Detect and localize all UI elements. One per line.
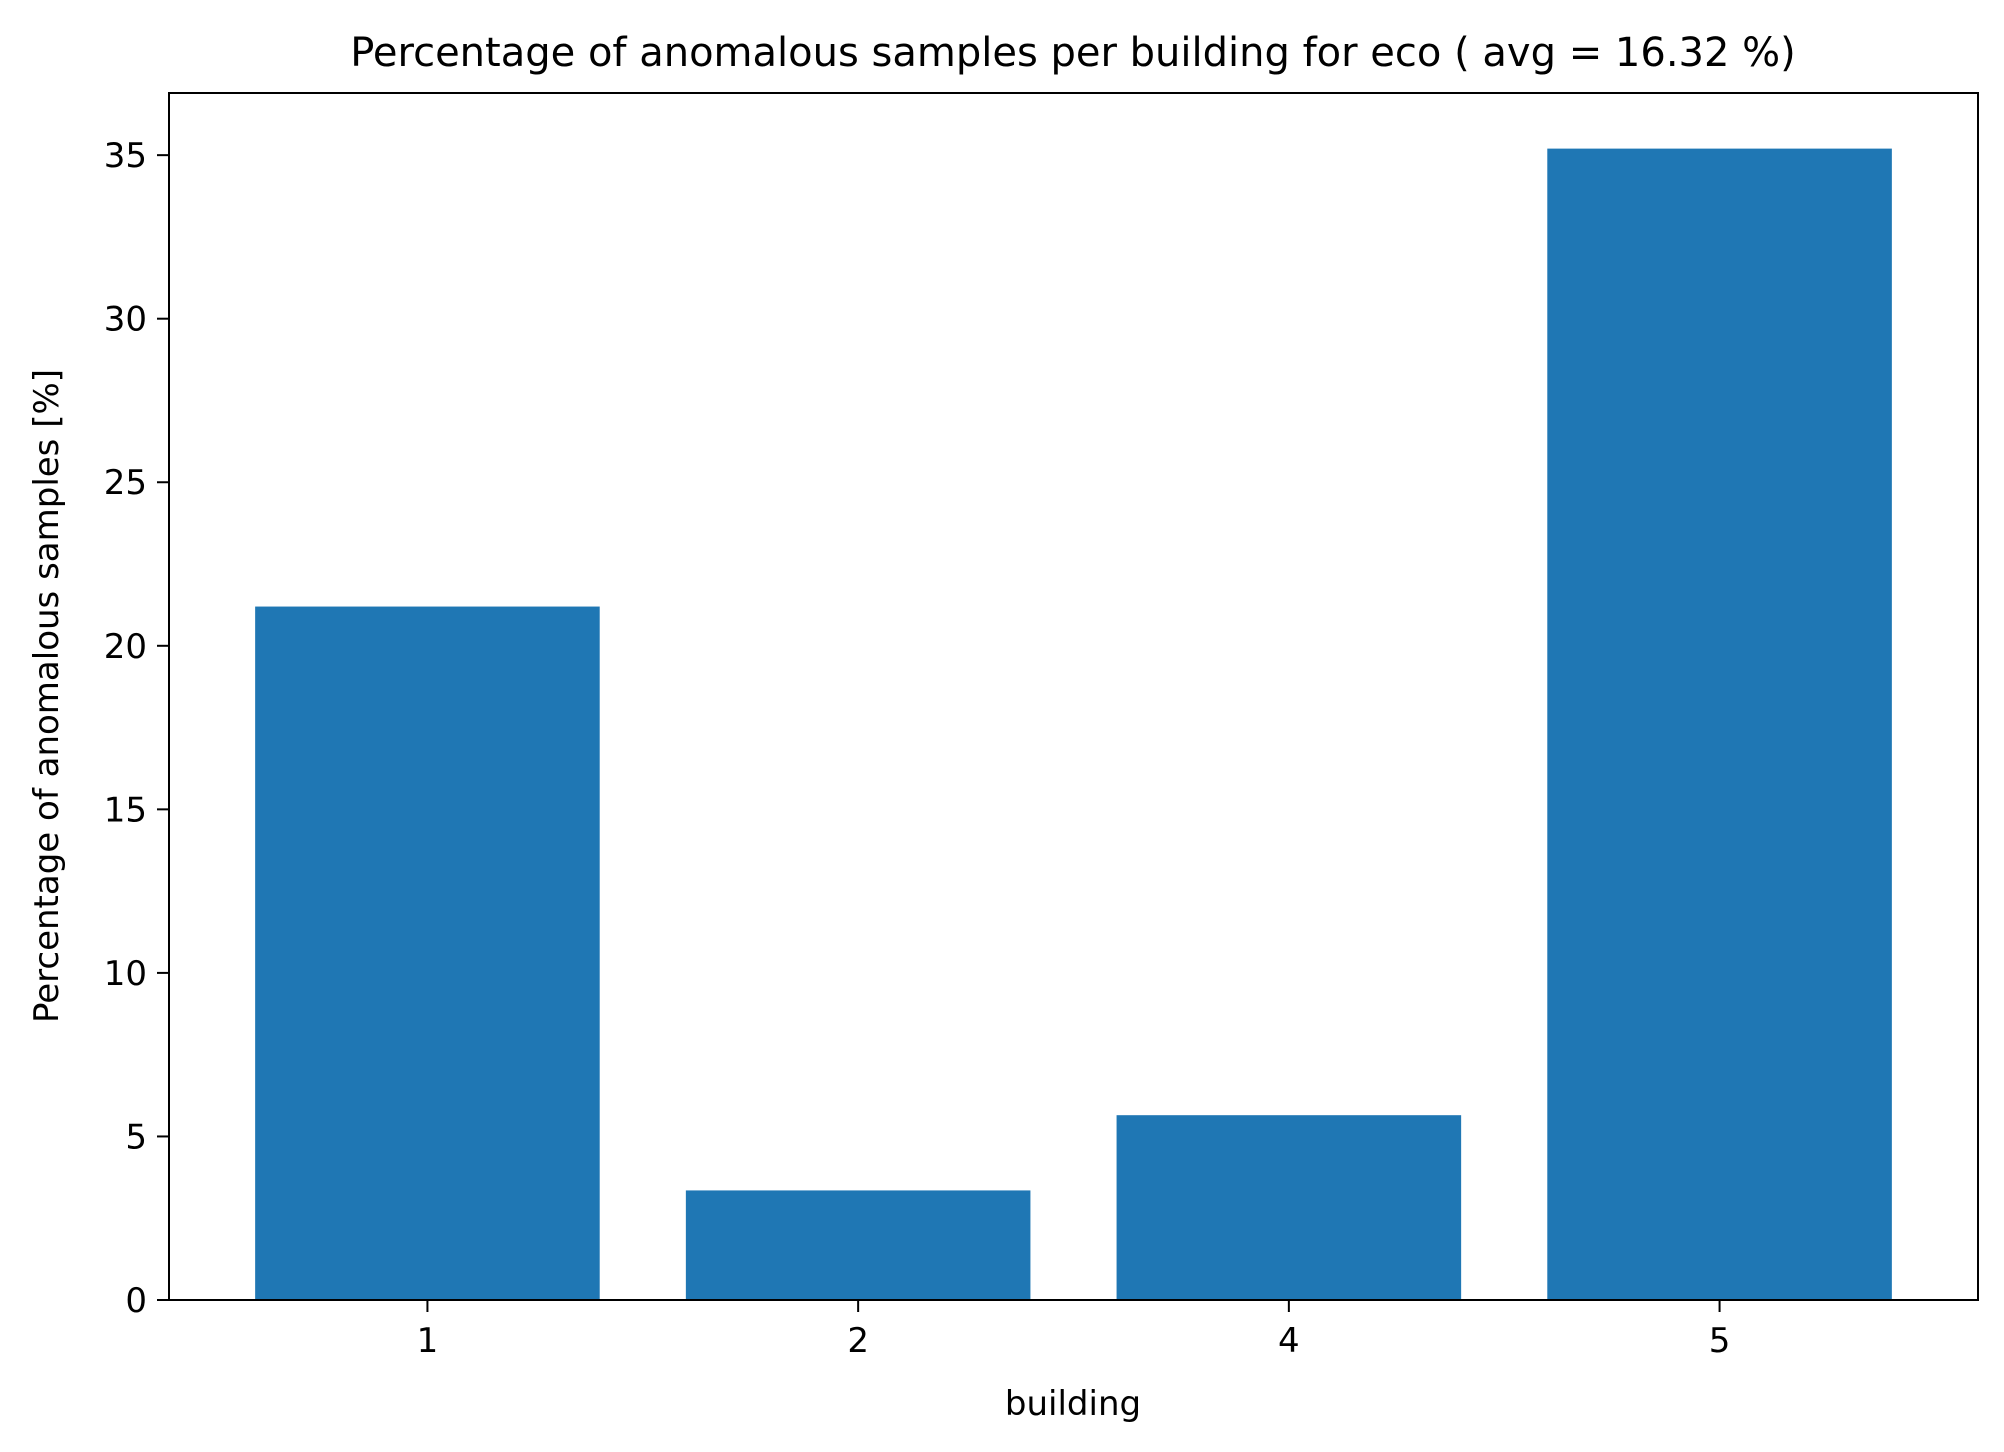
bar-building-1	[255, 606, 600, 1300]
x-tick-label: 2	[847, 1321, 869, 1361]
y-axis-label: Percentage of anomalous samples [%]	[27, 369, 67, 1023]
x-tick-label: 1	[417, 1321, 439, 1361]
bars-layer	[255, 148, 1892, 1301]
x-axis-label: building	[1005, 1384, 1141, 1424]
y-tick-label: 15	[104, 790, 147, 830]
y-tick-label: 25	[104, 463, 147, 503]
bar-building-2	[685, 1190, 1031, 1300]
chart-title: Percentage of anomalous samples per buil…	[350, 30, 1796, 76]
x-tick-label: 4	[1278, 1321, 1300, 1361]
x-tick-label: 5	[1709, 1321, 1731, 1361]
y-tick-label: 0	[125, 1281, 147, 1321]
y-tick-label: 35	[104, 136, 147, 176]
bar-building-4	[1116, 1115, 1462, 1300]
y-tick-label: 5	[125, 1117, 147, 1157]
y-tick-label: 20	[104, 627, 147, 667]
y-tick-label: 30	[104, 300, 147, 340]
x-axis: 1 2 4 5	[417, 1300, 1731, 1361]
plot-frame	[168, 92, 1979, 1301]
y-axis: 0 5 10 15 20 25 30 35	[104, 136, 169, 1321]
y-tick-label: 10	[104, 954, 147, 994]
bar-building-5	[1547, 148, 1892, 1301]
